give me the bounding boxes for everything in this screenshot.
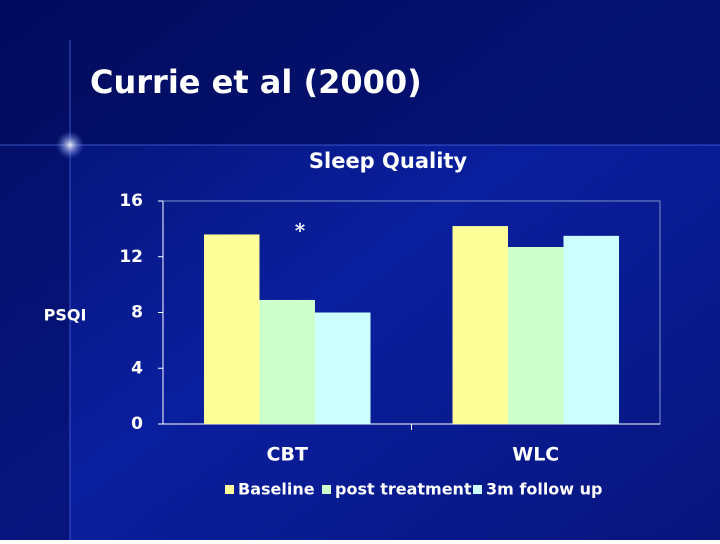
chart-title: Sleep Quality	[309, 149, 468, 173]
bar	[259, 299, 315, 424]
legend-swatch	[322, 485, 331, 494]
legend-label: post treatment	[335, 480, 472, 499]
bar	[315, 312, 371, 424]
annotation: *	[295, 219, 306, 243]
y-tick-label: 0	[131, 414, 143, 434]
bar	[508, 246, 564, 424]
y-tick-label: 12	[119, 247, 143, 267]
side-band	[0, 145, 70, 540]
header-band	[0, 0, 720, 145]
y-tick-label: 16	[119, 191, 143, 211]
x-tick-label: CBT	[267, 444, 308, 466]
legend-swatch	[473, 485, 482, 494]
legend-swatch	[225, 485, 234, 494]
bar	[452, 226, 508, 424]
legend-label: 3m follow up	[486, 480, 602, 499]
legend-label: Baseline	[238, 480, 315, 499]
x-tick-label: WLC	[512, 444, 559, 466]
bar	[204, 234, 260, 424]
bar	[563, 235, 619, 424]
y-tick-label: 8	[131, 303, 143, 323]
flare	[56, 131, 84, 159]
y-tick-label: 4	[131, 358, 143, 378]
slide-title: Currie et al (2000)	[90, 63, 422, 101]
y-axis-label: PSQI	[44, 306, 87, 325]
